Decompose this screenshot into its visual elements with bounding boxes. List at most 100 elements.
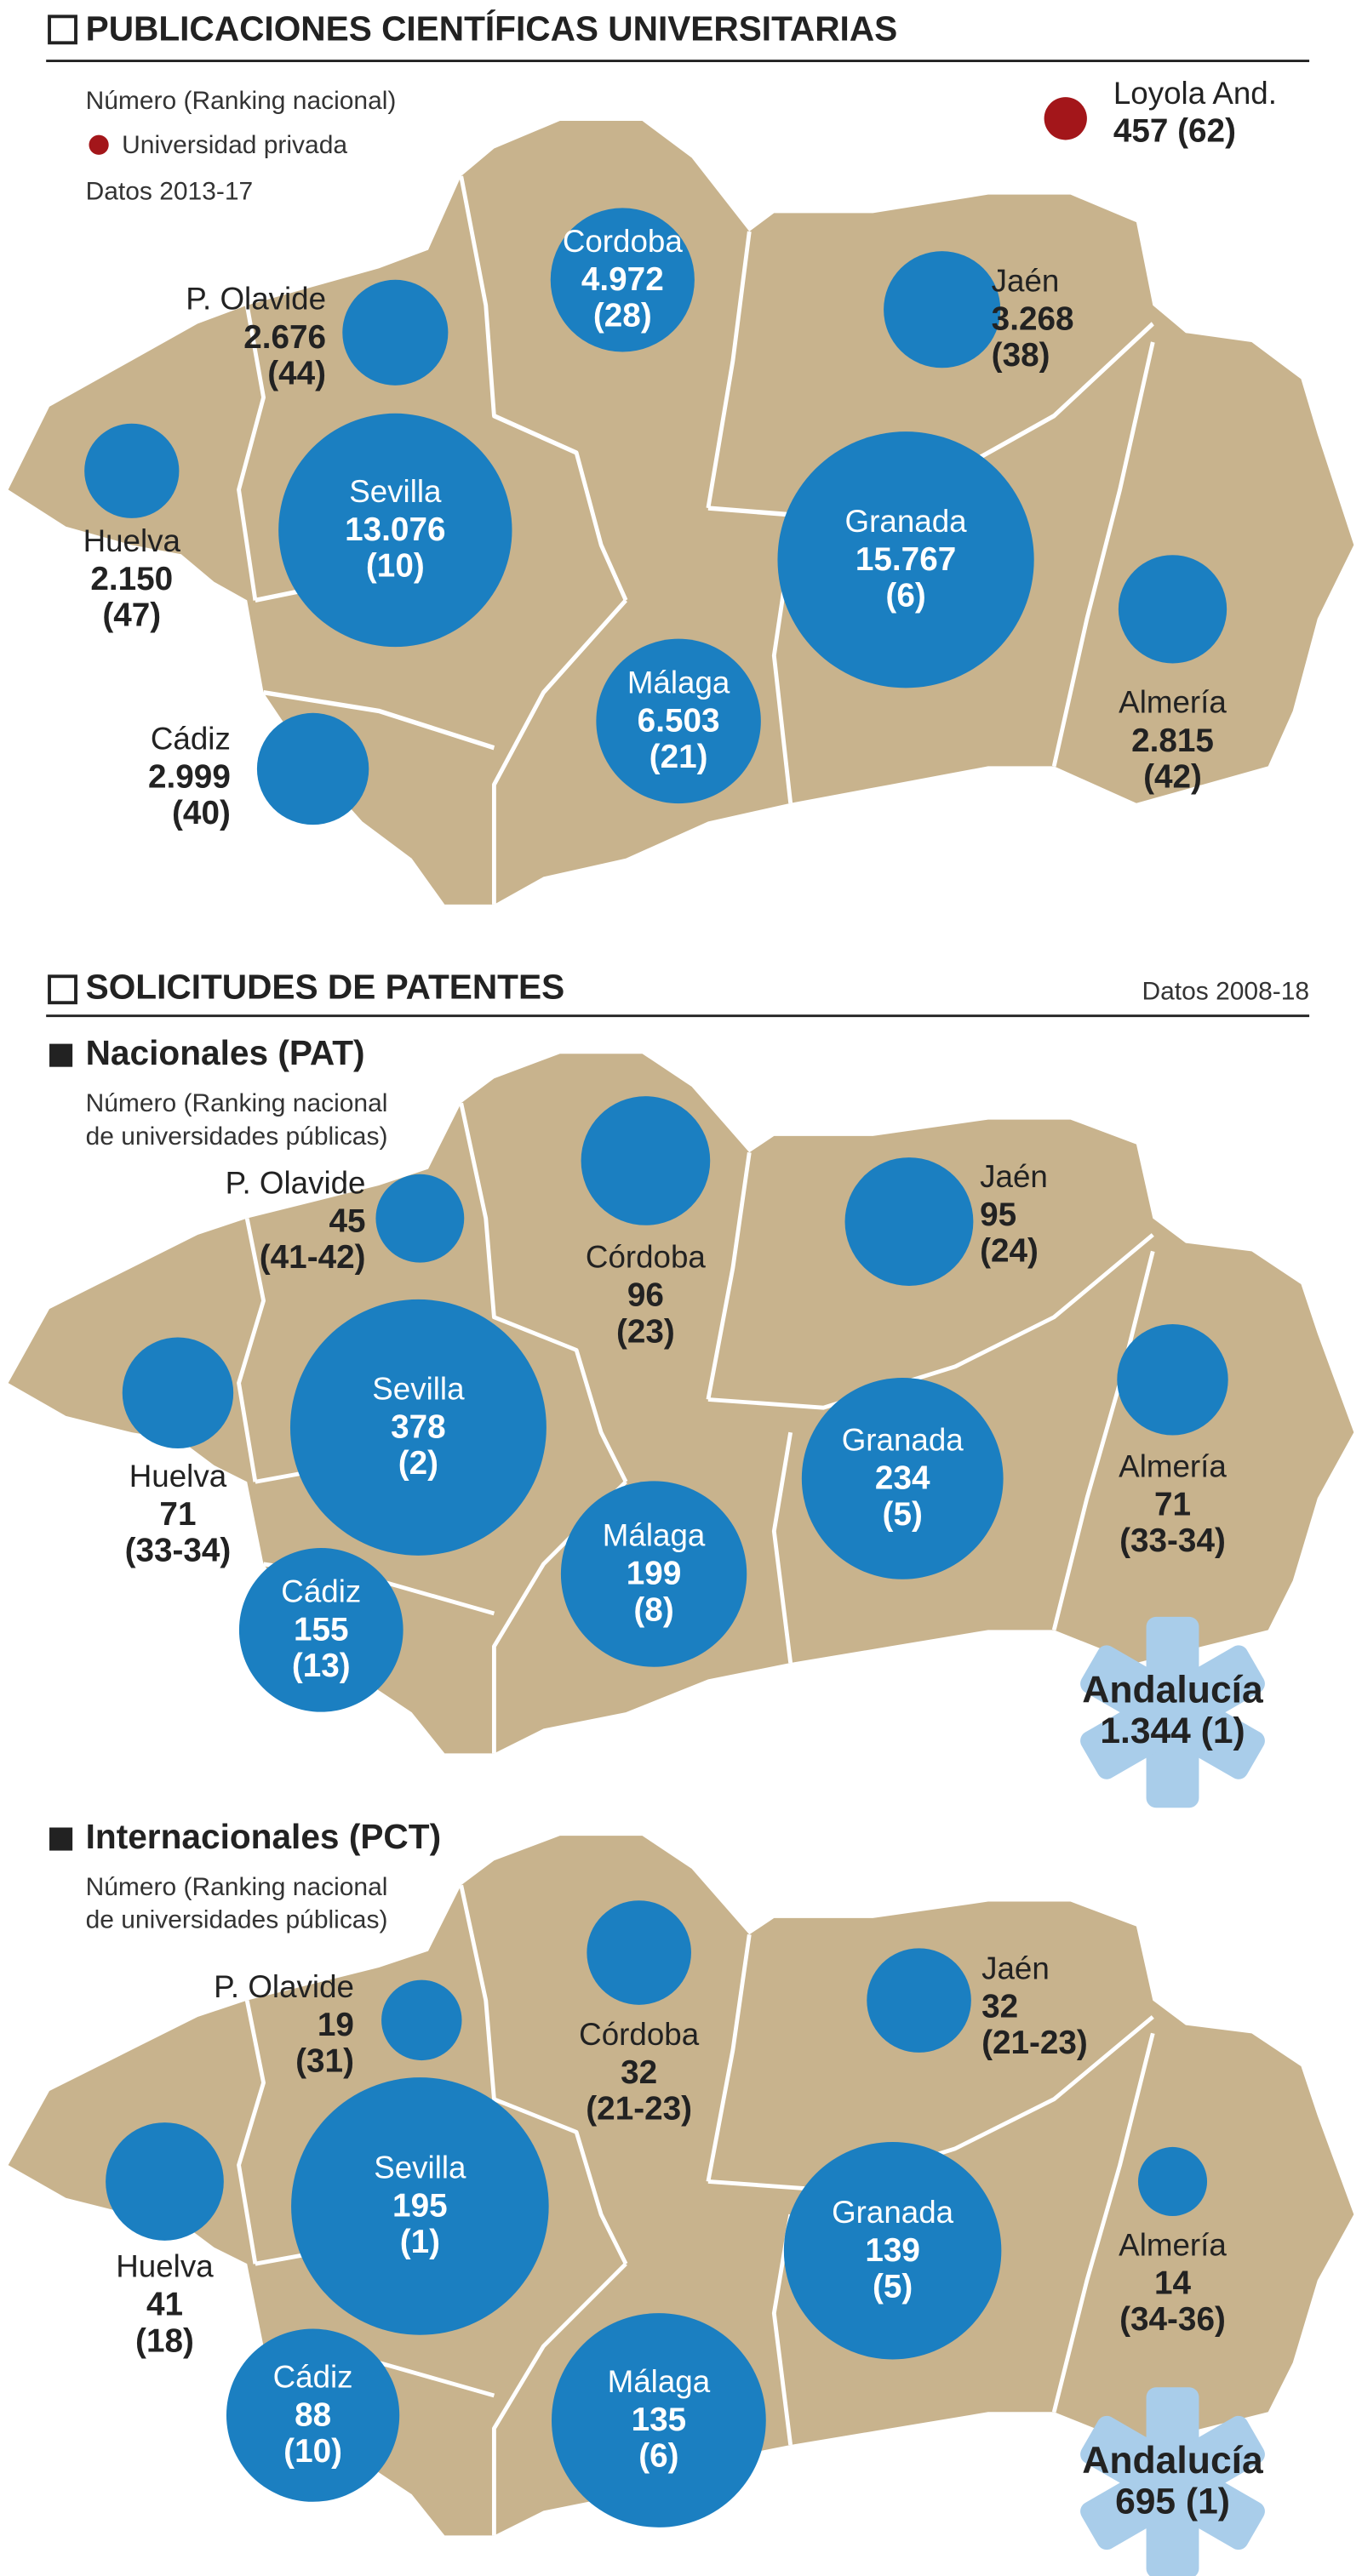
value-label: 2.815 bbox=[1131, 723, 1214, 759]
value-label: 95 bbox=[980, 1197, 1016, 1233]
name-label: Jaén bbox=[992, 263, 1060, 298]
name-label: Huelva bbox=[83, 523, 181, 558]
panel-name: Internacionales bbox=[86, 1817, 340, 1856]
rank-label: (47) bbox=[102, 597, 161, 634]
private-value: 457 (62) bbox=[1113, 113, 1236, 150]
name-label: P. Olavide bbox=[226, 1166, 366, 1201]
value-label: 135 bbox=[632, 2402, 687, 2438]
bubble bbox=[551, 2313, 766, 2527]
value-label: 234 bbox=[875, 1459, 930, 1496]
bubble bbox=[884, 251, 1001, 368]
legend-dot bbox=[89, 134, 109, 155]
name-label: Cádiz bbox=[281, 1574, 361, 1608]
rank-label: (21-23) bbox=[586, 2090, 692, 2127]
value-label: 32 bbox=[981, 1989, 1018, 2025]
name-label: Córdoba bbox=[579, 2017, 700, 2052]
rank-label: (10) bbox=[366, 548, 425, 585]
bubble bbox=[550, 208, 695, 352]
rank-label: (5) bbox=[883, 1496, 923, 1533]
rank-label: (31) bbox=[295, 2042, 354, 2079]
rank-label: (5) bbox=[873, 2268, 913, 2305]
bullet bbox=[49, 1043, 73, 1067]
name-label: Almería bbox=[1119, 1448, 1227, 1483]
bubble bbox=[560, 1481, 747, 1667]
legend-label: Universidad privada bbox=[122, 131, 347, 159]
private-name: Loyola And. bbox=[1113, 76, 1277, 111]
name-label: Málaga bbox=[627, 665, 730, 700]
name-label: Sevilla bbox=[374, 2150, 466, 2185]
panel-code: (PAT) bbox=[278, 1033, 364, 1072]
bubble bbox=[122, 1337, 234, 1448]
bubble bbox=[256, 712, 369, 825]
rank-label: (6) bbox=[885, 578, 925, 614]
panel-note: de universidades públicas) bbox=[86, 1122, 388, 1151]
bubble bbox=[777, 431, 1034, 688]
bubble bbox=[581, 1096, 711, 1225]
bubble bbox=[783, 2141, 1002, 2360]
name-label: Cádiz bbox=[151, 721, 231, 756]
name-label: Huelva bbox=[129, 1459, 227, 1494]
dynamic-layer: Sevilla13.076(10)Granada15.767(6)Málaga6… bbox=[49, 208, 1265, 2576]
value-label: 199 bbox=[627, 1556, 682, 1592]
rank-label: (21) bbox=[650, 739, 708, 775]
private-dot bbox=[1044, 97, 1087, 140]
name-label: Cádiz bbox=[273, 2359, 353, 2394]
period: Datos 2008-18 bbox=[1142, 978, 1309, 1006]
name-label: Jaén bbox=[980, 1159, 1048, 1194]
value-label: 195 bbox=[392, 2188, 448, 2225]
value-label: 71 bbox=[1154, 1486, 1191, 1522]
bubble bbox=[106, 2122, 224, 2241]
name-label: Jaén bbox=[981, 1951, 1050, 1986]
rank-label: (10) bbox=[283, 2433, 342, 2470]
rank-label: (2) bbox=[398, 1445, 438, 1482]
rank-label: (33-34) bbox=[125, 1533, 232, 1569]
rank-label: (40) bbox=[172, 795, 231, 831]
value-label: 14 bbox=[1154, 2265, 1192, 2302]
rank-label: (38) bbox=[992, 337, 1050, 374]
bubble bbox=[1137, 2146, 1208, 2216]
total-number: 1.344 bbox=[1100, 1711, 1191, 1751]
value-label: 2.999 bbox=[148, 758, 231, 795]
rank-label: (6) bbox=[638, 2438, 678, 2475]
total-number: 695 bbox=[1115, 2482, 1176, 2522]
rank-label: (8) bbox=[633, 1591, 673, 1628]
name-label: Sevilla bbox=[349, 474, 442, 509]
name-label: Málaga bbox=[608, 2364, 711, 2399]
name-label: Granada bbox=[832, 2195, 954, 2230]
legend-note: Número (Ranking nacional) bbox=[86, 87, 397, 115]
rank-label: (42) bbox=[1143, 758, 1202, 795]
rank-label: (23) bbox=[616, 1313, 675, 1350]
bubble bbox=[1118, 555, 1228, 664]
bubble bbox=[291, 2077, 549, 2335]
asterisk bbox=[1080, 1616, 1265, 1808]
bubble bbox=[226, 2328, 400, 2502]
name-label: P. Olavide bbox=[186, 282, 326, 317]
value-label: 139 bbox=[865, 2232, 920, 2269]
rank-label: (41-42) bbox=[260, 1239, 366, 1276]
asterisk-arm bbox=[1080, 2415, 1265, 2550]
name-label: Granada bbox=[842, 1422, 964, 1457]
bubble bbox=[278, 413, 512, 648]
value-label: 32 bbox=[621, 2054, 657, 2091]
panel-title: Internacionales (PCT) bbox=[86, 1817, 441, 1856]
name-label: Granada bbox=[845, 504, 968, 539]
panel-title: Nacionales (PAT) bbox=[86, 1033, 365, 1072]
asterisk bbox=[1080, 2387, 1265, 2576]
value-label: 45 bbox=[329, 1203, 365, 1240]
header-box bbox=[48, 14, 77, 45]
total-name: Andalucía bbox=[1082, 2440, 1264, 2482]
rank-label: (33-34) bbox=[1119, 1522, 1226, 1559]
bullet bbox=[49, 1827, 73, 1851]
value-label: 2.150 bbox=[90, 561, 173, 597]
value-label: 4.972 bbox=[581, 261, 664, 298]
rank-label: (44) bbox=[267, 355, 326, 391]
section-title: SOLICITUDES DE PATENTES bbox=[86, 967, 565, 1006]
bubble bbox=[342, 279, 449, 386]
panel-code: (PCT) bbox=[349, 1817, 441, 1856]
rank-label: (18) bbox=[135, 2322, 194, 2359]
value-label: 15.767 bbox=[856, 541, 956, 578]
rank: (62) bbox=[1177, 113, 1236, 150]
bubble bbox=[587, 1900, 691, 2005]
name-label: P. Olavide bbox=[214, 1969, 354, 2004]
